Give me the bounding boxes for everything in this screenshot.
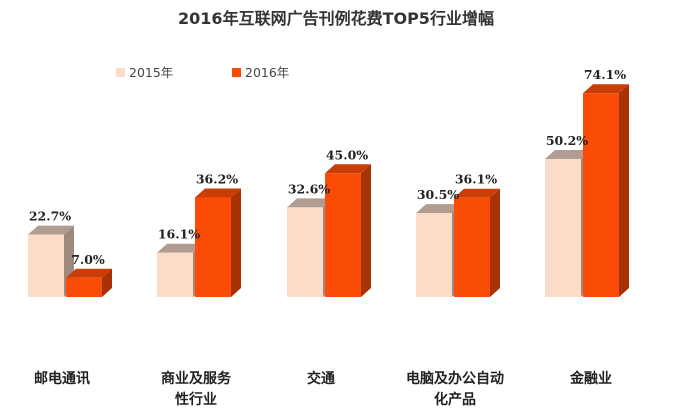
value-label: 22.7% [29,209,71,224]
bar-front [325,173,361,297]
bar-front [287,207,323,297]
bar-front [195,197,231,297]
legend-swatch-2016 [232,68,241,77]
bar-top [66,268,112,278]
value-label: 32.6% [288,181,330,196]
legend-label-2015: 2015年 [129,65,173,80]
value-label: 7.0% [71,252,105,267]
chart-title: 2016年互联网广告刊例花费TOP5行业增幅 [178,9,494,28]
bar-side [231,188,241,297]
category-label: 邮电通讯 [34,370,90,387]
bar-top [583,84,629,94]
legend: 2015年 2016年 [116,65,289,80]
bar-front [416,213,452,297]
category-label: 商业及服务 [161,370,232,387]
bars [28,84,629,297]
category-label: 交通 [307,370,335,387]
bar-side [490,188,500,297]
bar-top [287,198,333,208]
value-labels: 22.7% 7.0% 16.1% 36.2% 32.6% 45.0% 30.5%36.1% 5… [29,67,626,267]
category-label: 金融业 [569,370,612,387]
bar-side [361,164,371,297]
bar [66,268,112,297]
value-label: 30.5% [417,187,459,202]
value-label: 16.1% [158,227,200,242]
bar [583,84,629,297]
bar-top [545,149,591,159]
bar [195,188,241,297]
legend-swatch-2015 [116,68,125,77]
legend-label-2016: 2016年 [245,65,289,80]
category-label: 电脑及办公自动 [406,370,504,387]
bar-front [583,93,619,297]
bar-front [545,158,581,297]
bar-top [195,188,241,198]
category-label: 性行业 [175,391,217,408]
bar-front [454,197,490,297]
bar-top [28,225,74,235]
category-label: 化产品 [434,391,476,408]
bar-front [66,277,102,297]
bar-side [619,84,629,297]
bar-top [157,243,203,253]
bar-top [454,188,500,198]
value-label: 36.2% [196,171,238,186]
value-label: 50.2% [546,133,588,148]
bar [454,188,500,297]
bar [325,164,371,297]
value-label: 36.1% [455,172,497,187]
bar-top [325,164,371,174]
bar-front [28,234,64,297]
bar-side [102,268,112,297]
bar-front [157,252,193,297]
value-label: 45.0% [326,147,368,162]
value-label: 74.1% [584,67,626,82]
bar-top [416,204,462,214]
